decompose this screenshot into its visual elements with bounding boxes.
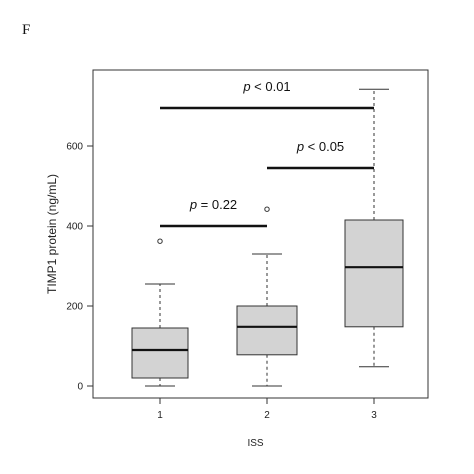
box-iqr bbox=[344, 219, 404, 328]
x-tick-label: 2 bbox=[264, 410, 270, 421]
y-tick-label: 0 bbox=[77, 382, 83, 393]
y-tick-label: 600 bbox=[66, 142, 83, 153]
significance-label: p < 0.05 bbox=[296, 139, 344, 154]
y-axis-title: TIMP1 protein (ng/mL) bbox=[45, 174, 59, 294]
y-tick-label: 400 bbox=[66, 222, 83, 233]
panel-letter: F bbox=[22, 22, 31, 38]
x-axis-title: ISS bbox=[247, 438, 263, 449]
x-tick-label: 1 bbox=[157, 410, 163, 421]
significance-label: p < 0.01 bbox=[242, 79, 290, 94]
x-tick-label: 3 bbox=[371, 410, 377, 421]
box-iqr bbox=[131, 327, 189, 379]
outlier-point bbox=[157, 238, 163, 244]
box-iqr bbox=[236, 305, 298, 356]
plot-frame bbox=[92, 69, 429, 399]
y-tick-label: 200 bbox=[66, 302, 83, 313]
significance-label: p = 0.22 bbox=[189, 197, 237, 212]
outlier-point bbox=[264, 206, 270, 212]
